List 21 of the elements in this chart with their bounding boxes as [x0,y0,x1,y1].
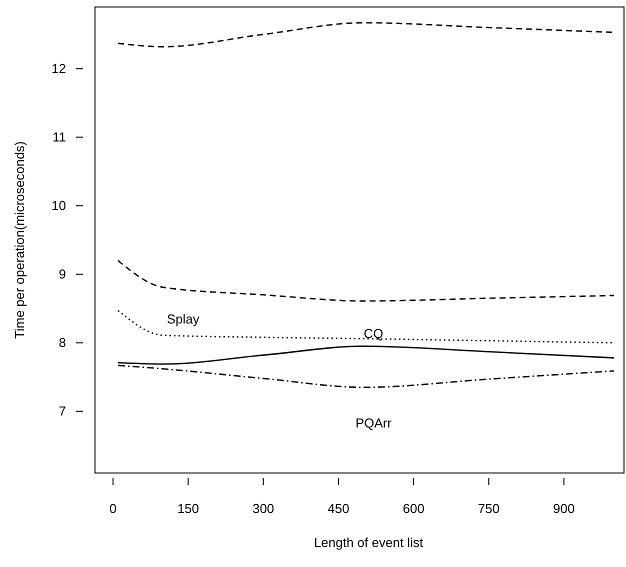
x-axis-title: Length of event list [314,535,424,550]
series-label: Splay [166,311,200,326]
y-tick-label: 10 [52,198,66,213]
series-label: CQ [364,326,384,342]
x-tick-label: 750 [478,501,500,516]
x-tick-label: 300 [252,501,274,516]
line-series [117,310,615,344]
line-series [117,22,615,48]
x-tick-label: 450 [328,501,350,516]
x-tick-label: 900 [553,501,575,516]
y-tick-label: 11 [52,129,66,144]
line-series [117,260,615,302]
x-tick-label: 150 [177,501,200,516]
y-tick-label: 7 [58,403,66,418]
x-tick-label: 0 [109,501,117,516]
y-tick-label: 12 [52,60,66,76]
y-tick-label: 8 [58,334,66,350]
text: PQArr [355,415,392,430]
y-axis-title: Time per operation(microseconds) [12,141,27,339]
y-tick-label: 9 [58,266,66,282]
x-tick-label: 600 [402,501,424,516]
